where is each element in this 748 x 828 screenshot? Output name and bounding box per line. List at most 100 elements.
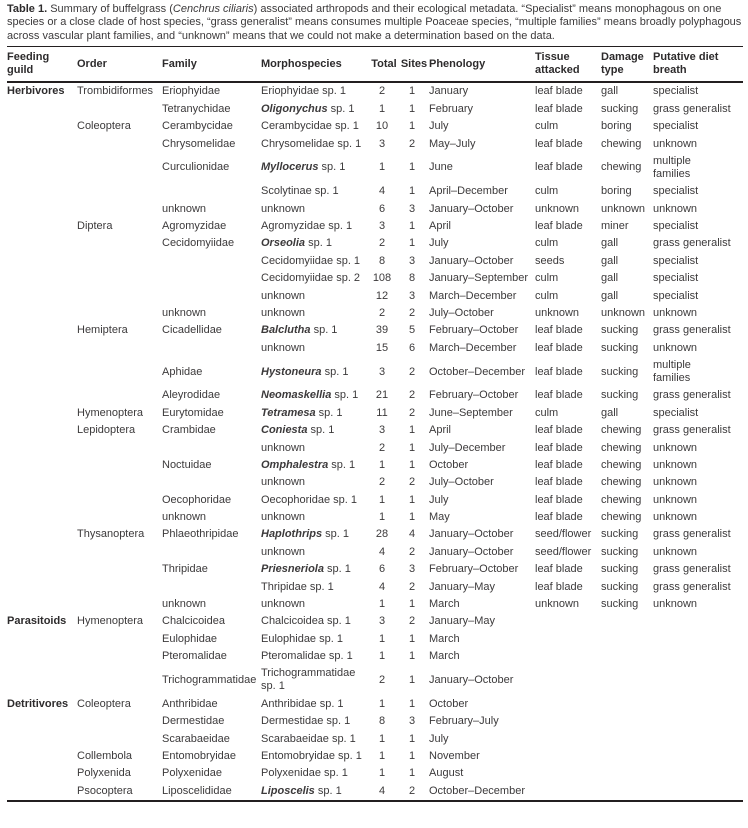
cell-total: 1: [378, 597, 386, 610]
cell-feeding-guild: [7, 153, 77, 183]
cell-morphospecies: Pteromalidae sp. 1: [261, 650, 353, 663]
cell-sites: 1: [408, 161, 416, 174]
cell-total: 8: [378, 715, 386, 728]
cell-family: [162, 474, 261, 491]
cell-total: 28: [375, 528, 389, 541]
cell-sites: 1: [408, 732, 416, 745]
cell-order: [77, 578, 162, 595]
table-row: Polyxenida Polyxenidae Polyxenidae sp. 1 1 1…: [7, 765, 743, 782]
cell-putative-diet: grass generalist: [653, 389, 731, 402]
cell-putative-diet: [653, 630, 743, 647]
cell-putative-diet: grass generalist: [653, 580, 731, 593]
table-row: Thripidae Priesneriola sp. 1 6 3 February–Oc…: [7, 561, 743, 578]
cell-phenology: October–December: [429, 365, 525, 378]
cell-order: [77, 235, 162, 252]
cell-tissue-attacked: culm: [535, 289, 559, 302]
cell-total: 8: [378, 254, 386, 267]
cell-damage-type: [601, 613, 653, 630]
table-row: unknown unknown 6 3 January–October unknown un…: [7, 200, 743, 217]
cell-phenology: March–December: [429, 341, 517, 354]
cell-putative-diet: unknown: [653, 493, 698, 506]
cell-putative-diet: [653, 696, 743, 713]
cell-sites: 1: [408, 441, 416, 454]
cell-morphospecies: unknown: [261, 545, 306, 558]
cell-tissue-attacked: leaf blade: [535, 563, 583, 576]
cell-family: [162, 183, 261, 200]
genus-name: Orseolia: [261, 237, 306, 250]
table-row: Diptera Agromyzidae Agromyzidae sp. 1 3 1 Apr…: [7, 218, 743, 235]
cell-morphospecies: unknown: [261, 341, 306, 354]
cell-morphospecies: Balclutha sp. 1: [261, 324, 338, 337]
cell-order: [77, 713, 162, 730]
cell-putative-diet: [653, 782, 743, 800]
cell-family: Cecidomyiidae: [162, 237, 235, 250]
cell-tissue-attacked: [535, 782, 601, 800]
cell-morphospecies: Eriophyidae sp. 1: [261, 85, 346, 98]
genus-name: Balclutha: [261, 324, 311, 337]
cell-morphospecies: unknown: [261, 306, 306, 319]
cell-phenology: April–December: [429, 185, 508, 198]
cell-morphospecies: unknown: [261, 202, 306, 215]
cell-damage-type: sucking: [601, 365, 639, 378]
cell-order: [77, 509, 162, 526]
cell-morphospecies: Cecidomyiidae sp. 2: [261, 272, 361, 285]
cell-family: [162, 287, 261, 304]
table-row: Detritivores Coleoptera Anthribidae Anthrib…: [7, 696, 743, 713]
cell-total: 2: [378, 673, 386, 686]
cell-family: [162, 544, 261, 561]
cell-sites: 3: [408, 289, 416, 302]
cell-total: 108: [372, 272, 392, 285]
cell-total: 12: [375, 289, 389, 302]
cell-family: [162, 439, 261, 456]
cell-order: [77, 153, 162, 183]
cell-family: Entomobryidae: [162, 749, 236, 762]
cell-putative-diet: [653, 648, 743, 665]
cell-damage-type: boring: [601, 185, 632, 198]
cell-phenology: October: [429, 458, 469, 471]
cell-feeding-guild: Parasitoids: [7, 615, 67, 628]
cell-feeding-guild: [7, 357, 77, 387]
cell-morphospecies: Chrysomelidae sp. 1: [261, 137, 362, 150]
cell-family: [162, 253, 261, 270]
cell-family: Noctuidae: [162, 458, 212, 471]
cell-family: Agromyzidae: [162, 220, 227, 233]
cell-total: 1: [378, 767, 386, 780]
cell-damage-type: sucking: [601, 341, 639, 354]
cell-phenology: November: [429, 749, 480, 762]
cell-damage-type: gall: [601, 237, 619, 250]
cell-total: 1: [378, 732, 386, 745]
cell-phenology: February: [429, 102, 474, 115]
cell-sites: 2: [408, 365, 416, 378]
cell-feeding-guild: [7, 339, 77, 356]
cell-family: Oecophoridae: [162, 493, 232, 506]
genus-name: Coniesta: [261, 424, 308, 437]
cell-morphospecies: Haplothrips sp. 1: [261, 528, 350, 541]
cell-total: 2: [378, 237, 386, 250]
cell-feeding-guild: [7, 474, 77, 491]
cell-order: [77, 474, 162, 491]
col-header-putative-diet-breath: Putative diet breath: [653, 46, 743, 84]
cell-damage-type: [601, 748, 653, 765]
cell-damage-type: miner: [601, 220, 629, 233]
cell-damage-type: sucking: [601, 528, 639, 541]
cell-family: [162, 270, 261, 287]
table-row: unknown 12 3 March–December culm gall speciali…: [7, 287, 743, 304]
cell-family: unknown: [162, 306, 207, 319]
cell-tissue-attacked: leaf blade: [535, 137, 583, 150]
cell-feeding-guild: [7, 765, 77, 782]
cell-tissue-attacked: [535, 696, 601, 713]
cell-feeding-guild: [7, 135, 77, 152]
cell-phenology: February–October: [429, 563, 519, 576]
genus-name: Priesneriola: [261, 563, 324, 576]
cell-feeding-guild: [7, 253, 77, 270]
cell-sites: 2: [408, 545, 416, 558]
cell-damage-type: [601, 713, 653, 730]
cell-feeding-guild: [7, 561, 77, 578]
cell-putative-diet: grass generalist: [653, 237, 731, 250]
cell-morphospecies: Oligonychus sp. 1: [261, 102, 355, 115]
cell-putative-diet: specialist: [653, 220, 699, 233]
cell-tissue-attacked: unknown: [535, 202, 580, 215]
cell-putative-diet: specialist: [653, 272, 699, 285]
cell-damage-type: [601, 765, 653, 782]
genus-name: Haplothrips: [261, 528, 323, 541]
